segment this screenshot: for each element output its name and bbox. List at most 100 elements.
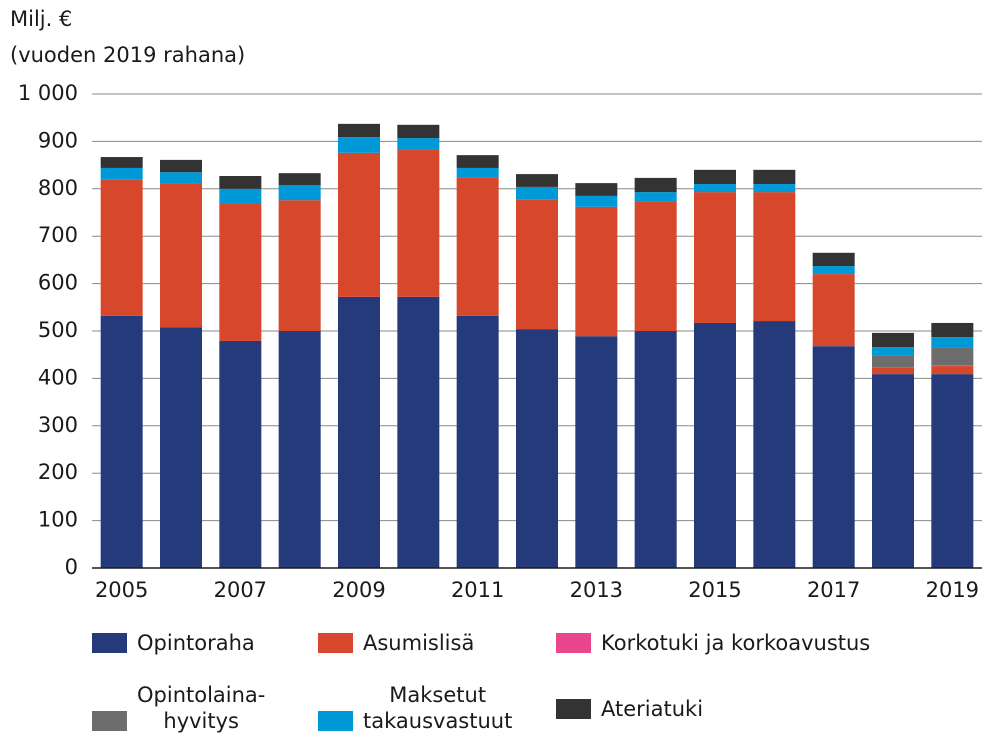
bar-segment (516, 174, 558, 187)
bar-segment (931, 374, 974, 568)
bar-segment (872, 347, 914, 356)
bar-segment (694, 322, 736, 568)
bar-segment (219, 176, 262, 189)
legend-swatch (318, 633, 353, 653)
bar-segment (100, 315, 143, 568)
bar-segment (100, 179, 143, 316)
y-tick-label: 600 (38, 271, 78, 295)
legend-label: Asumislisä (363, 631, 475, 655)
x-tick-label: 2009 (332, 578, 385, 602)
y-axis-title: Milj. € (10, 7, 72, 31)
x-tick-label: 2011 (451, 578, 504, 602)
bar-segment (397, 124, 440, 139)
bar-segment (812, 346, 855, 568)
legend-swatch (318, 711, 353, 731)
legend-swatch (556, 699, 591, 719)
bar-segment (872, 367, 914, 368)
legend-label: Opintolaina- hyvitys (137, 683, 266, 733)
bar-segment (219, 188, 262, 204)
legend-swatch (556, 633, 591, 653)
bar-segment (872, 355, 914, 368)
x-tick-label: 2017 (807, 578, 860, 602)
bar-segment (753, 192, 796, 322)
y-tick-label: 400 (38, 365, 78, 389)
bar-segment (397, 138, 440, 150)
legend-label: Maksetut takausvastuut (363, 683, 513, 733)
bar-segment (694, 169, 736, 185)
legend-item: Asumislisä (318, 630, 474, 656)
bar-segment (160, 327, 202, 568)
bar-segment (931, 365, 974, 367)
bar-segment (812, 266, 855, 275)
y-tick-label: 100 (38, 508, 78, 532)
bar-segment (397, 149, 440, 297)
bar-segment (575, 183, 618, 196)
chart: Milj. € (vuoden 2019 rahana) 0 100 200 300 4… (10, 7, 982, 602)
bar-segment (753, 321, 796, 568)
bar-segment (278, 185, 321, 201)
bar-segment (160, 172, 202, 184)
bar-segment (575, 206, 618, 337)
bar-segment (278, 173, 321, 186)
x-tick-label: 2013 (570, 578, 623, 602)
bar-segment (753, 184, 796, 193)
bar-segment (931, 322, 974, 338)
y-tick-label: 700 (38, 223, 78, 247)
legend-item: Korkotuki ja korkoavustus (556, 630, 870, 656)
y-tick-label: 0 (65, 555, 78, 579)
legend-item: Maksetut takausvastuut (318, 682, 512, 734)
bar-segment (219, 203, 262, 341)
bar-segment (516, 329, 558, 568)
y-axis-subtitle: (vuoden 2019 rahana) (10, 43, 245, 67)
bar-segment (160, 159, 202, 173)
bar-segment (634, 331, 677, 568)
y-tick-label: 1 000 (18, 81, 78, 105)
x-tick-label: 2007 (214, 578, 267, 602)
bar-segment (634, 177, 677, 193)
bar-segment (753, 169, 796, 185)
legend-item: Opintolaina- hyvitys (92, 682, 265, 734)
bar-segment (219, 340, 262, 568)
legend-label: Korkotuki ja korkoavustus (601, 631, 871, 655)
bar-segment (456, 155, 499, 168)
legend-swatch (92, 633, 127, 653)
bar-segment (100, 167, 143, 180)
bar-segment (456, 315, 499, 568)
bar-segment (694, 192, 736, 323)
legend-swatch (92, 711, 127, 731)
bar-segment (456, 167, 499, 178)
legend-item: Opintoraha (92, 630, 255, 656)
y-tick-label: 500 (38, 318, 78, 342)
bar-segment (456, 177, 499, 316)
legend-label: Opintoraha (137, 631, 255, 655)
x-tick-label: 2015 (688, 578, 741, 602)
bar-segment (872, 367, 914, 375)
y-tick-label: 800 (38, 176, 78, 200)
bar-segment (278, 200, 321, 331)
x-tick-label: 2005 (95, 578, 148, 602)
y-tick-label: 300 (38, 413, 78, 437)
bar-segment (634, 192, 677, 202)
bar-segment (634, 201, 677, 331)
bar-segment (812, 274, 855, 347)
bar-segment (575, 336, 618, 568)
legend-item: Ateriatuki (556, 696, 703, 722)
y-tick-label: 900 (38, 128, 78, 152)
bar-segment (516, 186, 558, 200)
bar-segment (872, 332, 914, 348)
bar-segment (694, 184, 736, 193)
bar-segment (397, 296, 440, 568)
bar-segment (160, 183, 202, 328)
bar-segment (278, 331, 321, 568)
legend-label: Ateriatuki (601, 697, 704, 721)
bar-segment (931, 347, 974, 366)
bar-segment (516, 199, 558, 330)
x-tick-label: 2019 (926, 578, 979, 602)
bar-segment (812, 252, 855, 267)
bar-segment (338, 296, 380, 568)
bar-segment (931, 366, 974, 375)
bar-segment (338, 137, 380, 153)
bar-segment (872, 374, 914, 568)
y-tick-label: 200 (38, 460, 78, 484)
